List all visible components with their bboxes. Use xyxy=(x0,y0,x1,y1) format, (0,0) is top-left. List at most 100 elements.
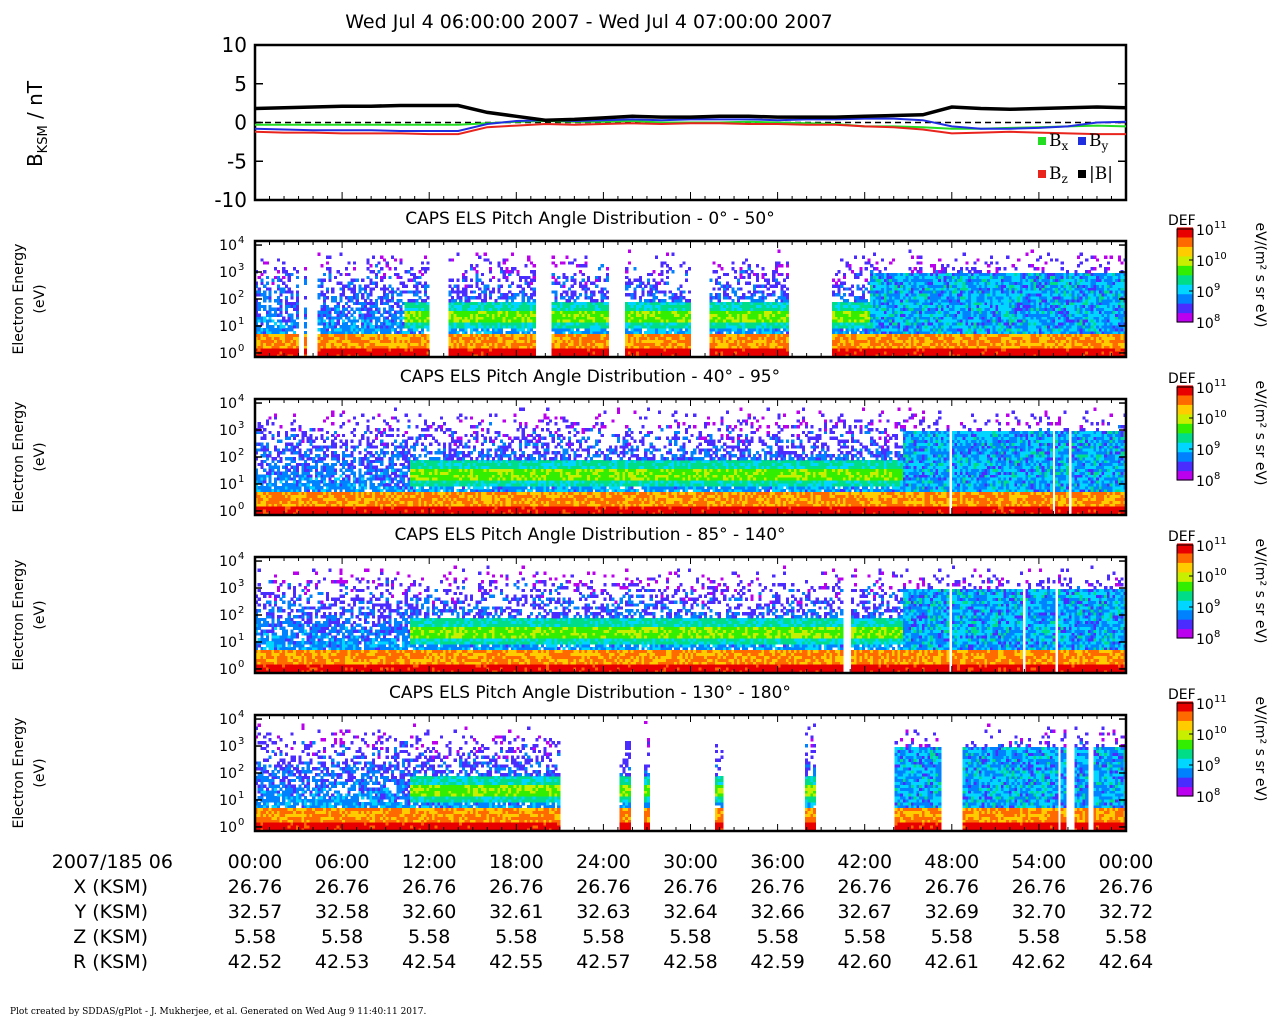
heatmap-cell xyxy=(413,293,416,296)
heatmap-cell xyxy=(367,325,370,328)
heatmap-cell xyxy=(892,302,895,305)
heatmap-cell xyxy=(573,293,576,296)
heatmap-cell xyxy=(418,337,421,340)
heatmap-cell xyxy=(533,270,536,273)
heatmap-cell xyxy=(772,270,775,273)
heatmap-cell xyxy=(870,279,873,282)
heatmap-cell xyxy=(533,348,536,351)
heatmap-cell xyxy=(726,340,729,343)
heatmap-cell xyxy=(500,296,503,299)
heatmap-cell xyxy=(647,348,650,351)
heatmap-cell xyxy=(584,316,587,319)
heatmap-cell xyxy=(527,345,530,348)
heatmap-cell xyxy=(603,305,606,308)
heatmap-cell xyxy=(285,270,288,273)
heatmap-cell xyxy=(500,308,503,311)
heatmap-cell xyxy=(394,319,397,322)
heatmap-cell xyxy=(906,345,909,348)
heatmap-cell xyxy=(734,337,737,340)
heatmap-cell xyxy=(288,348,291,351)
heatmap-cell xyxy=(399,282,402,285)
heatmap-cell xyxy=(533,337,536,340)
heatmap-cell xyxy=(876,290,879,293)
heatmap-cell xyxy=(516,293,519,296)
heatmap-cell xyxy=(886,351,889,354)
heatmap-cell xyxy=(339,314,342,317)
heatmap-cell xyxy=(647,279,650,282)
heatmap-cell xyxy=(462,343,465,346)
heatmap-cell xyxy=(761,325,764,328)
heatmap-cell xyxy=(304,314,307,317)
heatmap-cell xyxy=(590,290,593,293)
heatmap-cell xyxy=(884,285,887,288)
heatmap-cell xyxy=(269,293,272,296)
heatmap-cell xyxy=(606,276,609,279)
heatmap-cell xyxy=(772,334,775,337)
legend-swatch xyxy=(1078,170,1086,178)
heatmap-cell xyxy=(688,311,691,314)
heatmap-cell xyxy=(416,293,419,296)
heatmap-cell xyxy=(367,261,370,264)
heatmap-cell xyxy=(345,328,348,331)
heatmap-cell xyxy=(628,340,631,343)
heatmap-cell xyxy=(505,325,508,328)
heatmap-cell xyxy=(563,343,566,346)
heatmap-cell xyxy=(318,351,321,354)
heatmap-cell xyxy=(405,351,408,354)
heatmap-cell xyxy=(832,325,835,328)
heatmap-cell xyxy=(418,308,421,311)
heatmap-cell xyxy=(337,328,340,331)
heatmap-cell xyxy=(514,316,517,319)
heatmap-cell xyxy=(922,334,925,337)
heatmap-cell xyxy=(889,325,892,328)
heatmap-cell xyxy=(582,348,585,351)
heatmap-cell xyxy=(426,345,429,348)
heatmap-cell xyxy=(369,308,372,311)
heatmap-cell xyxy=(394,258,397,261)
heatmap-cell xyxy=(756,273,759,276)
heatmap-cell xyxy=(873,322,876,325)
heatmap-cell xyxy=(783,337,786,340)
heatmap-cell xyxy=(930,340,933,343)
heatmap-cell xyxy=(356,293,359,296)
heatmap-cell xyxy=(383,340,386,343)
heatmap-cell xyxy=(843,299,846,302)
heatmap-cell xyxy=(639,322,642,325)
heatmap-cell xyxy=(372,337,375,340)
heatmap-cell xyxy=(331,340,334,343)
heatmap-cell xyxy=(889,337,892,340)
heatmap-cell xyxy=(582,325,585,328)
heatmap-cell xyxy=(527,322,530,325)
heatmap-cell xyxy=(263,285,266,288)
heatmap-cell xyxy=(560,316,563,319)
heatmap-cell xyxy=(783,334,786,337)
heatmap-cell xyxy=(280,328,283,331)
heatmap-cell xyxy=(778,331,781,334)
heatmap-cell xyxy=(916,316,919,319)
heatmap-cell xyxy=(865,334,868,337)
heatmap-cell xyxy=(895,337,898,340)
heatmap-cell xyxy=(554,328,557,331)
heatmap-cell xyxy=(857,308,860,311)
heatmap-cell xyxy=(930,302,933,305)
heatmap-cell xyxy=(410,267,413,270)
heatmap-cell xyxy=(851,285,854,288)
heatmap-cell xyxy=(919,299,922,302)
heatmap-cell xyxy=(685,340,688,343)
heatmap-cell xyxy=(859,343,862,346)
heatmap-cell xyxy=(865,311,868,314)
heatmap-cell xyxy=(846,345,849,348)
heatmap-cell xyxy=(339,331,342,334)
heatmap-cell xyxy=(571,290,574,293)
heatmap-cell xyxy=(593,334,596,337)
heatmap-cell xyxy=(380,299,383,302)
heatmap-cell xyxy=(889,261,892,264)
heatmap-cell xyxy=(399,345,402,348)
heatmap-cell xyxy=(723,340,726,343)
heatmap-cell xyxy=(935,299,938,302)
heatmap-cell xyxy=(565,305,568,308)
heatmap-cell xyxy=(876,282,879,285)
heatmap-cell xyxy=(840,314,843,317)
heatmap-cell xyxy=(552,337,555,340)
heatmap-cell xyxy=(876,273,879,276)
